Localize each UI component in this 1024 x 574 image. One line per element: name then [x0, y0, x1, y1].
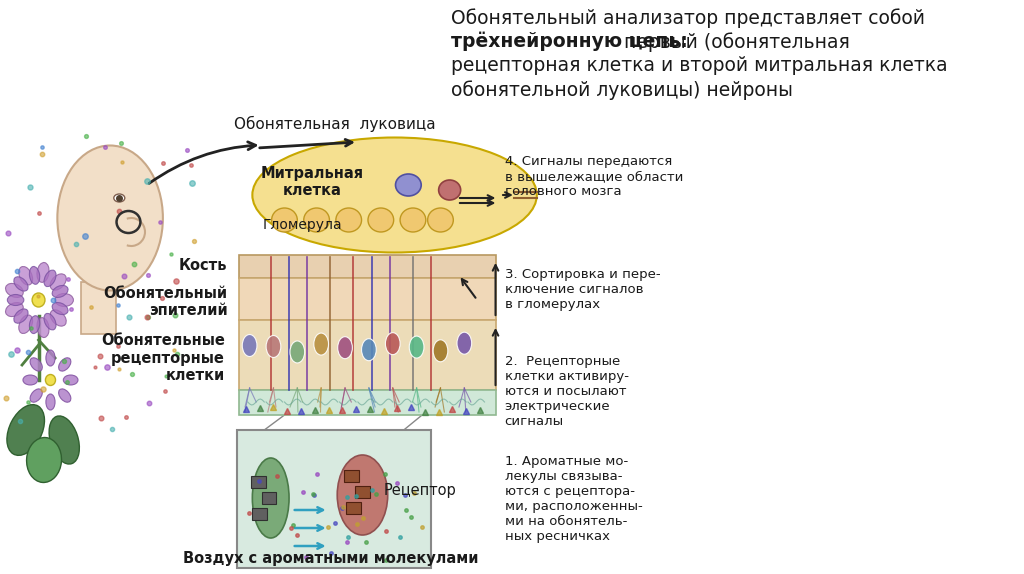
Ellipse shape	[336, 208, 361, 232]
Ellipse shape	[37, 317, 49, 338]
Ellipse shape	[63, 375, 78, 385]
Ellipse shape	[30, 389, 42, 402]
FancyBboxPatch shape	[81, 282, 116, 334]
Ellipse shape	[428, 208, 454, 232]
Ellipse shape	[457, 332, 472, 354]
Ellipse shape	[304, 208, 330, 232]
Text: трёхнейронную цепь:: трёхнейронную цепь:	[452, 32, 688, 52]
FancyBboxPatch shape	[344, 470, 358, 482]
Ellipse shape	[45, 374, 55, 386]
Ellipse shape	[338, 337, 352, 359]
Text: Митральная
клетка: Митральная клетка	[260, 166, 364, 198]
Ellipse shape	[243, 335, 257, 356]
Ellipse shape	[30, 266, 40, 284]
Text: Обонятельная  луковица: Обонятельная луковица	[234, 116, 436, 132]
Ellipse shape	[58, 358, 71, 371]
FancyBboxPatch shape	[355, 486, 370, 498]
Ellipse shape	[50, 310, 67, 326]
Text: первый (обонятельная: первый (обонятельная	[618, 32, 850, 52]
Ellipse shape	[114, 194, 125, 202]
Ellipse shape	[438, 180, 461, 200]
Ellipse shape	[410, 336, 424, 358]
Ellipse shape	[5, 284, 24, 297]
FancyBboxPatch shape	[261, 492, 276, 504]
Text: Обонятельный
эпителий: Обонятельный эпителий	[103, 286, 227, 318]
Ellipse shape	[30, 316, 40, 333]
Ellipse shape	[433, 340, 447, 362]
Ellipse shape	[50, 274, 67, 290]
Ellipse shape	[46, 350, 55, 366]
Ellipse shape	[30, 358, 42, 371]
Ellipse shape	[14, 277, 28, 291]
Ellipse shape	[385, 333, 400, 355]
Ellipse shape	[271, 208, 297, 232]
Ellipse shape	[361, 339, 376, 360]
FancyBboxPatch shape	[239, 390, 496, 415]
Ellipse shape	[18, 266, 33, 285]
Ellipse shape	[266, 335, 281, 358]
FancyBboxPatch shape	[252, 476, 266, 488]
Ellipse shape	[49, 416, 80, 464]
Ellipse shape	[395, 174, 421, 196]
Text: Рецептор: Рецептор	[384, 483, 457, 498]
Text: 3. Сортировка и пере-
ключение сигналов
в гломерулах: 3. Сортировка и пере- ключение сигналов …	[505, 268, 660, 311]
Ellipse shape	[290, 341, 305, 363]
Ellipse shape	[52, 302, 68, 315]
Ellipse shape	[52, 285, 68, 297]
FancyBboxPatch shape	[239, 320, 496, 390]
Text: 1. Ароматные мо-
лекулы связыва-
ются с рецептора-
ми, расположенны-
ми на обоня: 1. Ароматные мо- лекулы связыва- ются с …	[505, 455, 642, 543]
Text: 4. Сигналы передаются
в вышележащие области
головного мозга: 4. Сигналы передаются в вышележащие обла…	[505, 155, 683, 198]
Ellipse shape	[27, 437, 61, 483]
Ellipse shape	[337, 455, 388, 535]
Ellipse shape	[57, 145, 163, 290]
Ellipse shape	[5, 302, 24, 317]
Ellipse shape	[18, 315, 33, 333]
Text: Гломерула: Гломерула	[263, 218, 343, 232]
Ellipse shape	[400, 208, 426, 232]
Text: обонятельной луковицы) нейроны: обонятельной луковицы) нейроны	[452, 80, 794, 100]
Text: Воздух с ароматными молекулами: Воздух с ароматными молекулами	[182, 551, 478, 566]
Text: Кость: Кость	[179, 258, 227, 273]
Ellipse shape	[313, 333, 329, 355]
Text: Обонятельные
рецепторные
клетки: Обонятельные рецепторные клетки	[101, 333, 225, 383]
Text: Обонятельный анализатор представляет собой: Обонятельный анализатор представляет соб…	[452, 8, 926, 28]
FancyBboxPatch shape	[237, 430, 431, 568]
Ellipse shape	[44, 313, 56, 330]
Ellipse shape	[37, 262, 49, 282]
Ellipse shape	[368, 208, 393, 232]
Ellipse shape	[7, 405, 44, 455]
Ellipse shape	[14, 309, 28, 323]
FancyBboxPatch shape	[346, 502, 360, 514]
FancyBboxPatch shape	[239, 278, 496, 320]
Ellipse shape	[46, 394, 55, 410]
Ellipse shape	[58, 389, 71, 402]
Text: рецепторная клетка и второй митральная клетка: рецепторная клетка и второй митральная к…	[452, 56, 948, 75]
Ellipse shape	[252, 138, 537, 253]
Ellipse shape	[55, 293, 74, 307]
FancyBboxPatch shape	[252, 508, 267, 520]
Ellipse shape	[44, 270, 56, 286]
Ellipse shape	[7, 294, 24, 305]
FancyBboxPatch shape	[239, 255, 496, 278]
Text: 2.  Рецепторные
клетки активиру-
ются и посылают
электрические
сигналы: 2. Рецепторные клетки активиру- ются и п…	[505, 355, 629, 428]
Ellipse shape	[32, 293, 45, 307]
Ellipse shape	[252, 458, 289, 538]
Ellipse shape	[23, 375, 38, 385]
